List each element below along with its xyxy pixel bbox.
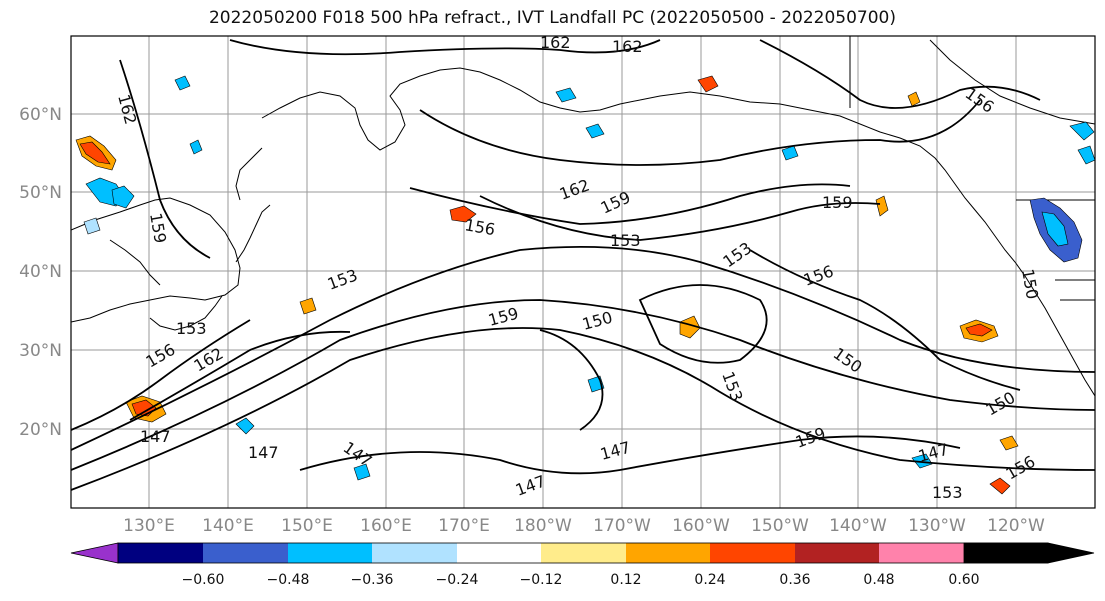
colorbar-tick-label: −0.12 [520,572,563,588]
lat-label: 60°N [19,105,62,125]
lat-label: 50°N [19,183,62,203]
ivt-shading [75,75,1095,495]
contour-label: 162 [540,33,571,52]
contour-label: 153 [932,483,963,502]
colorbar-tick-label: −0.36 [351,572,394,588]
colorbar-tick-label: −0.48 [267,572,310,588]
map-frame [70,35,1096,509]
lon-label: 170°E [438,516,490,536]
contour-label: 147 [140,427,171,446]
colorbar-segment [372,543,457,563]
colorbar-tick-label: 0.12 [610,572,641,588]
colorbar-tick-label: 0.60 [948,572,979,588]
lon-label: 150°W [751,516,809,536]
longitude-labels: 130°E 140°E 150°E 160°E 170°E 180°W 170°… [123,516,1045,536]
lon-label: 160°W [672,516,730,536]
lon-label: 120°W [987,516,1045,536]
map-area [71,36,1095,508]
colorbar-segment [879,543,964,563]
colorbar-tick-label: 0.24 [694,572,725,588]
colorbar-segment [710,543,795,563]
colorbar-tick-label: 0.36 [779,572,810,588]
contour-label: 147 [248,443,279,462]
map-title: 2022050200 F018 500 hPa refract., IVT La… [208,8,896,28]
lon-label: 150°E [281,516,333,536]
contour-label: 153 [610,231,641,250]
lon-label: 140°W [829,516,887,536]
lon-label: 180°W [514,516,572,536]
lon-label: 140°E [202,516,254,536]
latitude-labels: 60°N 50°N 40°N 30°N 20°N [19,105,62,440]
contour-label: 153 [176,319,207,338]
coastlines [71,36,1095,397]
colorbar-segment [795,543,879,563]
colorbar-arrow-right [963,542,1095,564]
colorbar-arrow-left [70,542,119,564]
colorbar-segment [541,543,626,563]
contour-label: 162 [612,37,643,56]
lon-label: 170°W [593,516,651,536]
colorbar: −0.60 −0.48 −0.36 −0.24 −0.12 0.12 0.24 … [70,542,1095,588]
colorbar-segment [457,543,541,563]
colorbar-segment [203,543,288,563]
colorbar-segment [118,543,203,563]
colorbar-segment [626,543,710,563]
lon-label: 130°W [908,516,966,536]
graticule [71,36,1095,508]
lon-label: 130°E [123,516,175,536]
colorbar-tick-label: 0.48 [863,572,894,588]
colorbar-tick-label: −0.24 [436,572,479,588]
lat-label: 40°N [19,262,62,282]
refractivity-contours [71,39,1095,491]
colorbar-segment [288,543,372,563]
contour-label: 159 [822,193,853,212]
colorbar-tick-label: −0.60 [182,572,225,588]
lat-label: 30°N [19,341,62,361]
colorbar-frame [117,542,1049,564]
lat-label: 20°N [19,420,62,440]
lon-label: 160°E [360,516,412,536]
